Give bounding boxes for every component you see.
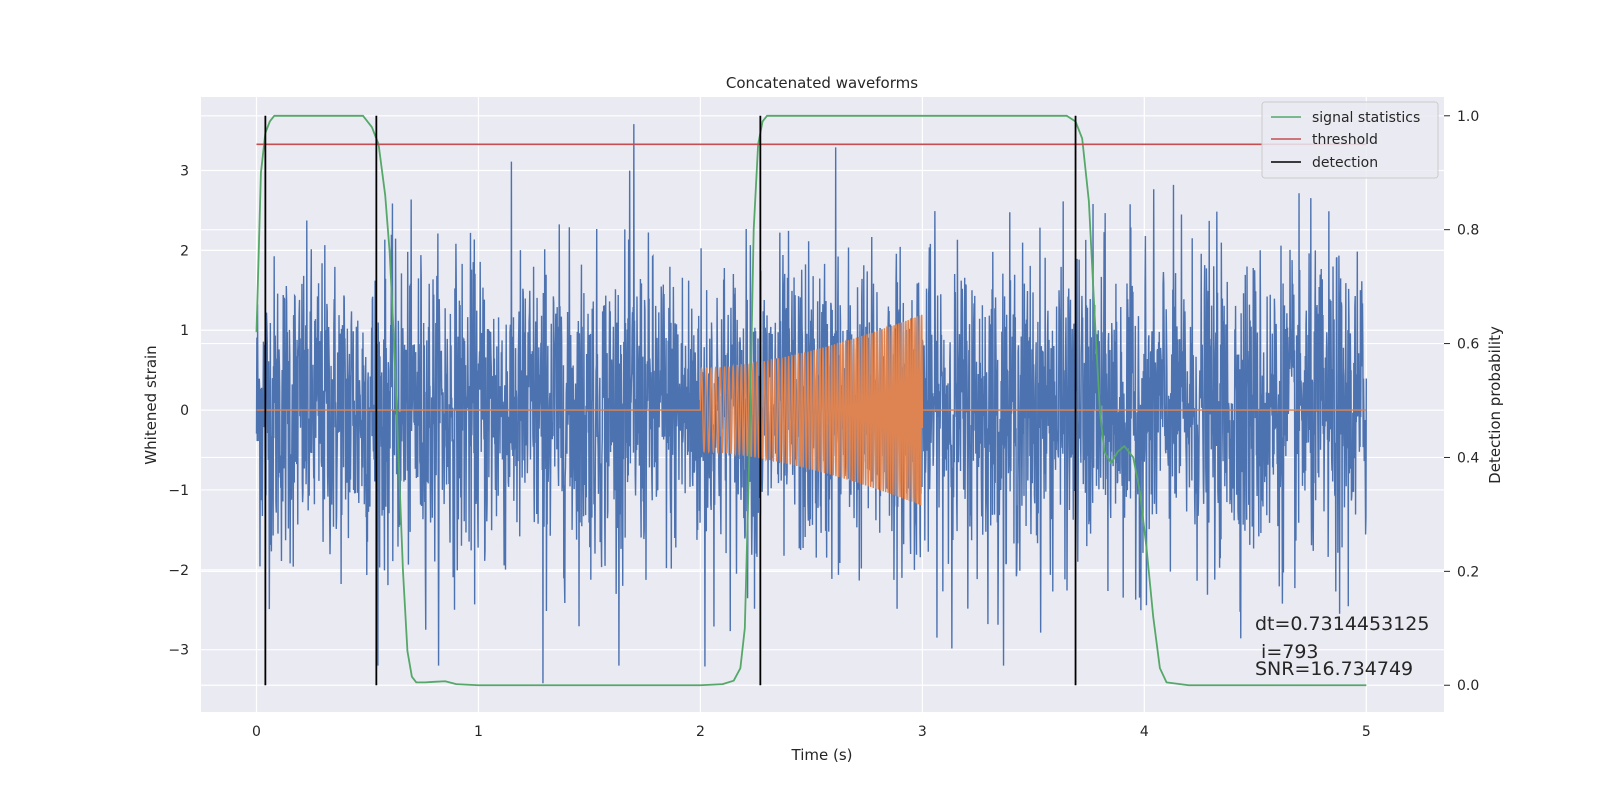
y-left-tick-label: −1 bbox=[168, 483, 189, 499]
y-left-tick-label: 1 bbox=[180, 323, 189, 339]
legend-label-signal-statistics: signal statistics bbox=[1312, 110, 1420, 126]
x-axis-label: Time (s) bbox=[791, 746, 853, 764]
y-left-tick-label: 2 bbox=[180, 243, 189, 259]
legend-label-detection: detection bbox=[1312, 155, 1378, 171]
x-tick-label: 3 bbox=[918, 724, 927, 740]
y-right-tick-label: 1.0 bbox=[1457, 109, 1479, 125]
y-axis-label-right: Detection probability bbox=[1486, 326, 1504, 484]
y-axis-label-left-text: Whitened strain bbox=[142, 345, 160, 464]
series-signal-statistics-line bbox=[255, 114, 1367, 687]
y-right-tick-label: 0.2 bbox=[1457, 564, 1479, 580]
x-tick-label: 5 bbox=[1362, 724, 1371, 740]
y-right-tick-label: 0.0 bbox=[1457, 678, 1479, 694]
x-tick-label: 4 bbox=[1140, 724, 1149, 740]
x-tick-label: 0 bbox=[252, 724, 261, 740]
y-right-tick-label: 0.4 bbox=[1457, 450, 1479, 466]
series-layer bbox=[255, 114, 1368, 687]
annotation-i: i=793 bbox=[1255, 641, 1319, 663]
series-chirp-line bbox=[256, 314, 1367, 506]
tick-labels: 0 1 2 3 4 5 −3 −2 −1 0 1 2 3 0.0 0.2 0.4 0.6 0.8 1.0 bbox=[168, 109, 1479, 740]
legend-box bbox=[1261, 101, 1439, 179]
y-right-tick-label: 0.6 bbox=[1457, 337, 1479, 353]
legend-label-threshold: threshold bbox=[1312, 132, 1378, 148]
annotation-snr: SNR=16.734749 bbox=[1255, 658, 1413, 680]
y-left-tick-label: −3 bbox=[168, 643, 189, 659]
annotation-dt: dt=0.7314453125 bbox=[1255, 613, 1429, 635]
series-noise-line bbox=[255, 124, 1368, 684]
x-tick-label: 2 bbox=[696, 724, 705, 740]
y-left-tick-label: 0 bbox=[180, 403, 189, 419]
y-right-tick-label: 0.8 bbox=[1457, 223, 1479, 239]
y-left-tick-label: −2 bbox=[168, 563, 189, 579]
legend: signal statistics threshold detection bbox=[1261, 101, 1439, 179]
x-tick-label: 1 bbox=[474, 724, 483, 740]
chart-title: Concatenated waveforms bbox=[726, 74, 918, 92]
y-left-tick-label: 3 bbox=[180, 163, 189, 179]
